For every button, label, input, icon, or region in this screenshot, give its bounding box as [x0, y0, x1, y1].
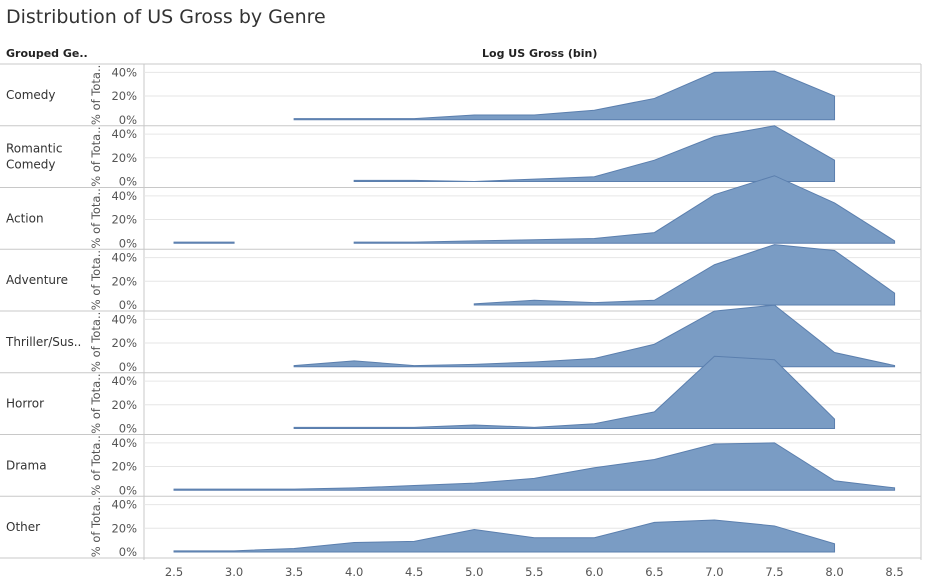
- panel-comedy: 40% 20% 0% % of Tota.. Comedy: [0, 65, 921, 127]
- area-series: [473, 244, 896, 306]
- y-tick-label: 40%: [111, 65, 137, 79]
- x-tick-label: 6.5: [645, 565, 663, 579]
- x-tick-label: 4.5: [405, 565, 423, 579]
- y-axis-title: % of Tota..: [89, 435, 103, 495]
- row-label: Comedy: [6, 158, 56, 172]
- y-tick-label: 0%: [119, 422, 137, 436]
- y-tick-label: 20%: [111, 336, 137, 350]
- y-axis-title: % of Tota..: [89, 373, 103, 433]
- area-series: [293, 70, 836, 121]
- x-tick-label: 5.0: [465, 565, 483, 579]
- y-tick-label: 20%: [111, 460, 137, 474]
- row-label: Thriller/Sus..: [5, 335, 81, 349]
- area-series: [353, 175, 896, 244]
- row-label: Horror: [6, 397, 44, 411]
- x-tick-label: 6.0: [585, 565, 603, 579]
- area-series: [173, 442, 896, 491]
- x-tick-label: 4.0: [345, 565, 363, 579]
- area-series: [353, 125, 836, 183]
- area-series: [173, 519, 836, 553]
- y-axis-title: % of Tota..: [89, 65, 103, 125]
- x-tick-label: 8.0: [825, 565, 843, 579]
- y-axis-title: % of Tota..: [89, 126, 103, 186]
- y-tick-label: 0%: [119, 483, 137, 497]
- row-label: Romantic: [6, 142, 62, 156]
- y-tick-label: 20%: [111, 274, 137, 288]
- y-tick-label: 40%: [111, 436, 137, 450]
- panel-thriller-sus-: 40% 20% 0% % of Tota.. Thriller/Sus..: [0, 304, 921, 374]
- row-label: Comedy: [6, 88, 56, 102]
- area-series: [293, 355, 836, 429]
- x-tick-label: 8.5: [885, 565, 903, 579]
- column-header-label: Log US Gross (bin): [482, 47, 598, 60]
- y-tick-label: 20%: [111, 213, 137, 227]
- area-series: [293, 304, 896, 368]
- x-tick-label: 7.5: [765, 565, 783, 579]
- x-tick-label: 5.5: [525, 565, 543, 579]
- y-tick-label: 0%: [119, 236, 137, 250]
- y-tick-label: 40%: [111, 498, 137, 512]
- x-tick-label: 2.5: [165, 565, 183, 579]
- y-axis-title: % of Tota..: [89, 312, 103, 372]
- area-series: [173, 241, 235, 244]
- y-axis-title: % of Tota..: [89, 188, 103, 248]
- y-tick-label: 40%: [111, 127, 137, 141]
- panel-action: 40% 20% 0% % of Tota.. Action: [0, 175, 921, 250]
- y-axis-title: % of Tota..: [89, 250, 103, 310]
- y-tick-label: 20%: [111, 398, 137, 412]
- y-tick-label: 40%: [111, 374, 137, 388]
- row-header-label: Grouped Ge..: [6, 47, 88, 60]
- y-tick-label: 0%: [119, 175, 137, 189]
- x-tick-label: 3.0: [225, 565, 243, 579]
- y-tick-label: 20%: [111, 521, 137, 535]
- y-tick-label: 0%: [119, 360, 137, 374]
- y-tick-label: 0%: [119, 298, 137, 312]
- y-tick-label: 0%: [119, 113, 137, 127]
- x-tick-label: 3.5: [285, 565, 303, 579]
- y-tick-label: 40%: [111, 189, 137, 203]
- panel-drama: 40% 20% 0% % of Tota.. Drama: [0, 435, 921, 497]
- x-tick-label: 7.0: [705, 565, 723, 579]
- y-tick-label: 20%: [111, 151, 137, 165]
- y-tick-label: 40%: [111, 251, 137, 265]
- panel-adventure: 40% 20% 0% % of Tota.. Adventure: [0, 244, 921, 312]
- panel-other: 40% 20% 0% % of Tota.. Other: [0, 497, 921, 559]
- y-tick-label: 20%: [111, 89, 137, 103]
- y-tick-label: 40%: [111, 312, 137, 326]
- row-label: Action: [6, 211, 44, 225]
- y-tick-label: 0%: [119, 545, 137, 559]
- chart-title: Distribution of US Gross by Genre: [6, 6, 326, 28]
- row-label: Adventure: [6, 273, 68, 287]
- y-axis-title: % of Tota..: [89, 497, 103, 557]
- row-label: Other: [6, 520, 40, 534]
- row-label: Drama: [6, 458, 47, 472]
- panel-horror: 40% 20% 0% % of Tota.. Horror: [0, 355, 921, 436]
